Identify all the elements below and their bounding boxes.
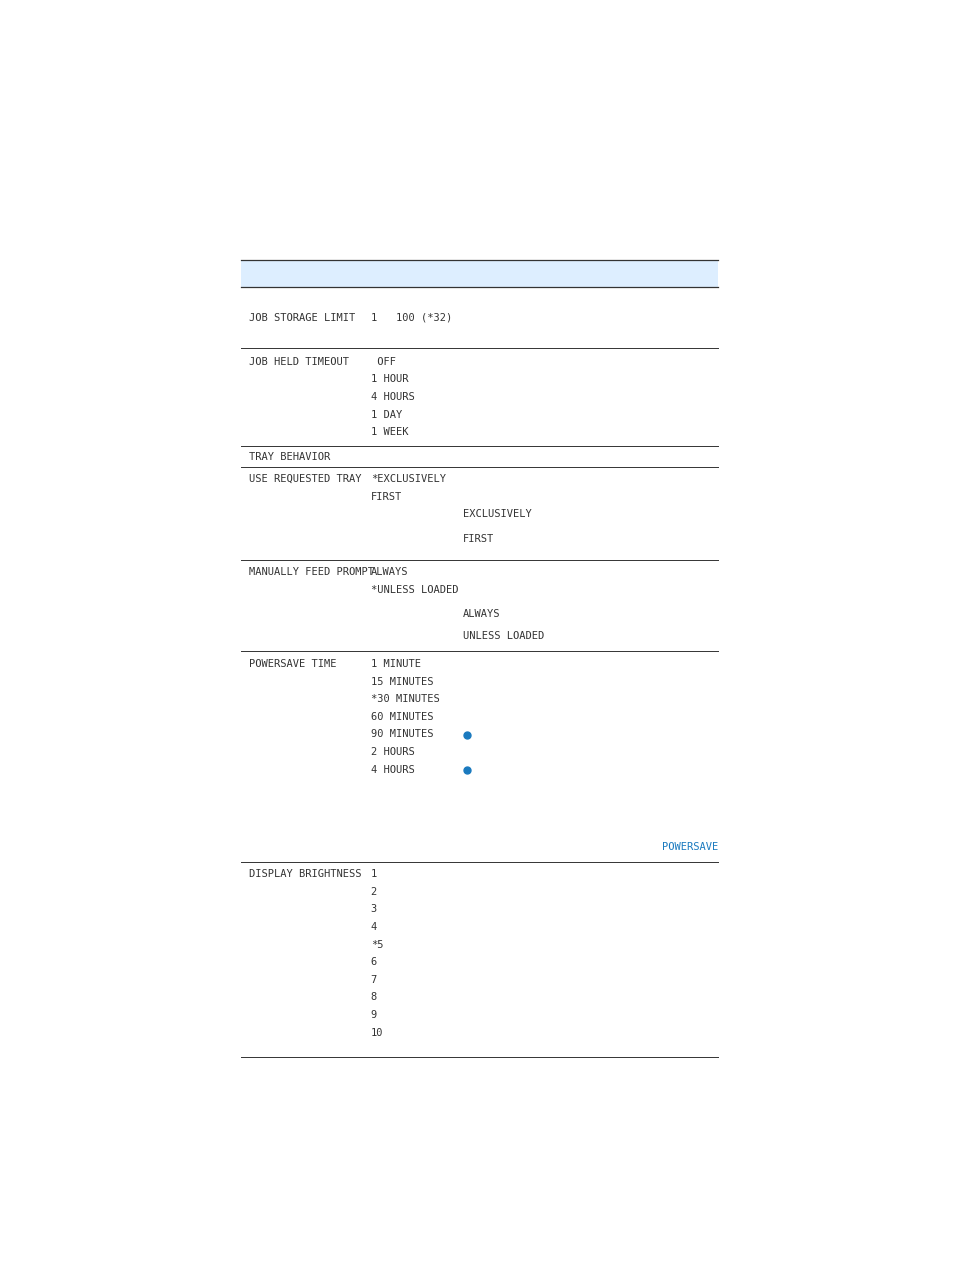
Text: POWERSAVE: POWERSAVE — [661, 842, 718, 852]
Text: *5: *5 — [370, 940, 383, 950]
Text: 1: 1 — [370, 869, 376, 879]
Text: USE REQUESTED TRAY: USE REQUESTED TRAY — [249, 474, 361, 484]
Text: 90 MINUTES: 90 MINUTES — [370, 729, 433, 739]
Text: 1 WEEK: 1 WEEK — [370, 427, 408, 437]
Text: *UNLESS LOADED: *UNLESS LOADED — [370, 584, 457, 594]
Text: 4 HOURS: 4 HOURS — [370, 392, 414, 403]
Text: FIRST: FIRST — [370, 491, 401, 502]
Text: *30 MINUTES: *30 MINUTES — [370, 695, 439, 704]
Text: 7: 7 — [370, 975, 376, 984]
Text: 4 HOURS: 4 HOURS — [370, 765, 414, 775]
Text: JOB STORAGE LIMIT: JOB STORAGE LIMIT — [249, 312, 355, 323]
Text: ALWAYS: ALWAYS — [370, 566, 408, 577]
Text: 1 MINUTE: 1 MINUTE — [370, 659, 420, 669]
Text: 3: 3 — [370, 904, 376, 914]
Text: 1 HOUR: 1 HOUR — [370, 375, 408, 385]
Text: 8: 8 — [370, 992, 376, 1002]
Text: DISPLAY BRIGHTNESS: DISPLAY BRIGHTNESS — [249, 869, 361, 879]
Text: 9: 9 — [370, 1010, 376, 1020]
Text: 2: 2 — [370, 886, 376, 897]
Text: 1 DAY: 1 DAY — [370, 410, 401, 419]
Text: POWERSAVE TIME: POWERSAVE TIME — [249, 659, 335, 669]
Text: 15 MINUTES: 15 MINUTES — [370, 677, 433, 687]
Text: OFF: OFF — [370, 357, 395, 367]
Text: 10: 10 — [370, 1027, 383, 1038]
FancyBboxPatch shape — [241, 260, 718, 287]
Text: 2 HOURS: 2 HOURS — [370, 747, 414, 757]
Text: 6: 6 — [370, 958, 376, 968]
Text: *EXCLUSIVELY: *EXCLUSIVELY — [370, 474, 445, 484]
Text: JOB HELD TIMEOUT: JOB HELD TIMEOUT — [249, 357, 348, 367]
Text: EXCLUSIVELY: EXCLUSIVELY — [462, 509, 531, 519]
Text: UNLESS LOADED: UNLESS LOADED — [462, 631, 544, 640]
Text: 60 MINUTES: 60 MINUTES — [370, 711, 433, 721]
Text: 4: 4 — [370, 922, 376, 932]
Text: 1   100 (*32): 1 100 (*32) — [370, 312, 452, 323]
Text: TRAY BEHAVIOR: TRAY BEHAVIOR — [249, 452, 330, 461]
Text: MANUALLY FEED PROMPT: MANUALLY FEED PROMPT — [249, 566, 374, 577]
Text: FIRST: FIRST — [462, 533, 494, 544]
Text: ALWAYS: ALWAYS — [462, 610, 500, 618]
